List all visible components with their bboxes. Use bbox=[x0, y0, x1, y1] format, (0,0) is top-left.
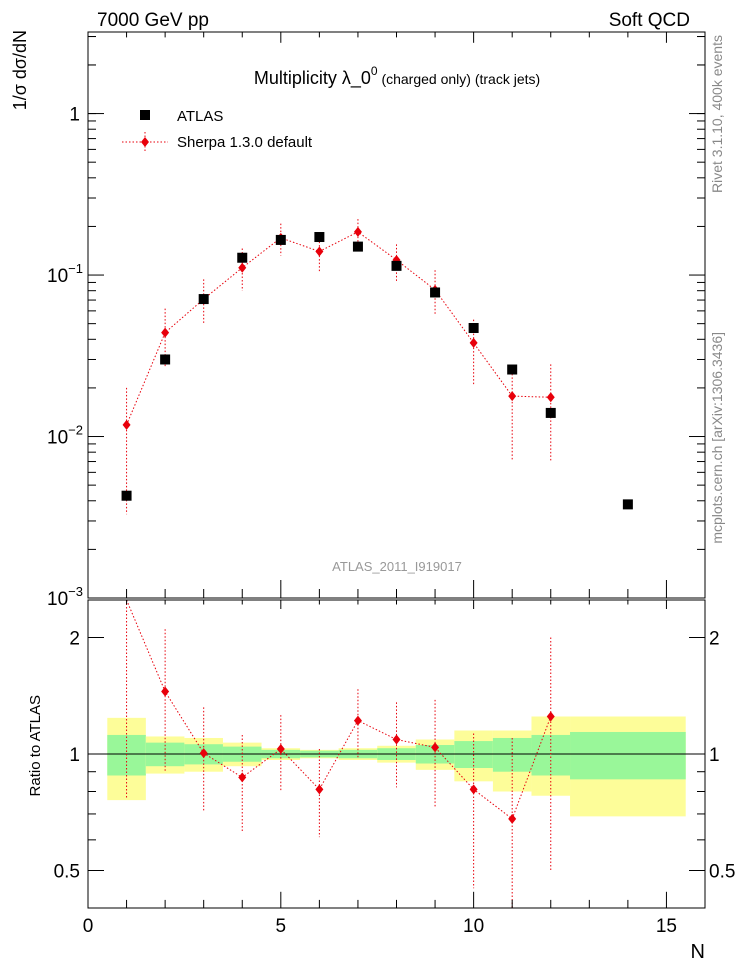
sherpa-ratio-point bbox=[161, 686, 170, 697]
sherpa-ratio-point bbox=[546, 711, 555, 722]
y-tick-base: 1 bbox=[69, 105, 80, 126]
y-tick-label: 10−3 bbox=[47, 584, 83, 610]
sherpa-ratio-point bbox=[469, 784, 478, 795]
atlas-series-main bbox=[121, 232, 633, 510]
y-tick-base: 10 bbox=[47, 266, 68, 287]
sherpa-ratio-point bbox=[238, 772, 247, 783]
atlas-point bbox=[198, 294, 209, 305]
y-tick-exp: −1 bbox=[68, 261, 83, 276]
legend-sherpa-label: Sherpa 1.3.0 default bbox=[177, 134, 313, 151]
sherpa-ratio-point bbox=[508, 813, 517, 824]
main-title: Multiplicity λ_00 (charged only) (track … bbox=[254, 64, 540, 89]
atlas-point bbox=[430, 287, 441, 298]
sherpa-point bbox=[508, 391, 517, 402]
header-left: 7000 GeV pp bbox=[97, 10, 209, 31]
side-label-top: Rivet 3.1.10, 400k events bbox=[709, 35, 725, 193]
x-tick-label: 0 bbox=[83, 916, 94, 937]
atlas-point bbox=[237, 252, 248, 263]
band-inner bbox=[531, 734, 571, 776]
sherpa-line bbox=[126, 231, 551, 426]
x-axis-label: N bbox=[691, 941, 705, 963]
y-tick-label: 10−2 bbox=[47, 423, 83, 449]
sherpa-point bbox=[238, 262, 247, 273]
legend-atlas-label: ATLAS bbox=[177, 108, 223, 125]
main-title-sub: (charged only) (track jets) bbox=[378, 71, 541, 87]
atlas-point bbox=[507, 364, 518, 375]
y-axis-label-ratio: Ratio to ATLAS bbox=[27, 695, 44, 796]
atlas-point bbox=[352, 241, 363, 252]
header-right: Soft QCD bbox=[609, 10, 690, 31]
main-title-sup: 0 bbox=[371, 64, 378, 78]
ratio-y-tick-label-right: 1 bbox=[709, 745, 720, 766]
sherpa-ratio-point bbox=[276, 744, 285, 755]
x-tick-label: 10 bbox=[463, 916, 484, 937]
atlas-point bbox=[314, 232, 325, 243]
y-tick-label: 1 bbox=[69, 105, 80, 126]
sherpa-point bbox=[122, 419, 131, 430]
x-tick-label: 15 bbox=[656, 916, 677, 937]
atlas-point bbox=[275, 234, 286, 245]
main-title-text: Multiplicity λ_0 bbox=[254, 68, 371, 89]
sherpa-point bbox=[161, 327, 170, 338]
y-tick-base: 10 bbox=[47, 428, 68, 449]
sherpa-series-ratio bbox=[126, 599, 555, 908]
ratio-y-tick-label-right: 0.5 bbox=[709, 861, 735, 882]
axes: 10−310−210−110 5 10 150.5 0.51 12 2 bbox=[47, 31, 735, 937]
sherpa-ratio-point bbox=[392, 734, 401, 745]
side-label-bottom: mcplots.cern.ch [arXiv:1306.3436] bbox=[709, 332, 725, 544]
atlas-point bbox=[622, 499, 633, 510]
watermark: ATLAS_2011_I919017 bbox=[332, 559, 462, 574]
sherpa-ratio-point bbox=[431, 742, 440, 753]
atlas-point bbox=[391, 260, 402, 271]
sherpa-point bbox=[469, 337, 478, 348]
y-tick-base: 10 bbox=[47, 589, 68, 610]
sherpa-series-main bbox=[122, 219, 555, 515]
sherpa-ratio-point bbox=[199, 748, 208, 759]
y-axis-label-main: 1/σ dσ/dN bbox=[10, 30, 30, 110]
y-tick-exp: −3 bbox=[68, 584, 83, 599]
legend: ATLAS Sherpa 1.3.0 default bbox=[122, 108, 313, 152]
ratio-y-tick-label-left: 2 bbox=[69, 629, 80, 650]
sherpa-point bbox=[546, 392, 555, 403]
atlas-point bbox=[121, 490, 132, 501]
sherpa-ratio-point bbox=[353, 715, 362, 726]
sherpa-point bbox=[353, 226, 362, 237]
ratio-y-tick-label-left: 0.5 bbox=[54, 861, 80, 882]
sherpa-ratio-point bbox=[315, 784, 324, 795]
sherpa-ratio-line bbox=[126, 599, 552, 820]
atlas-point bbox=[545, 407, 556, 418]
atlas-point bbox=[468, 322, 479, 333]
band-inner bbox=[570, 731, 686, 780]
legend-sherpa-marker bbox=[141, 137, 149, 147]
ratio-y-tick-label-left: 1 bbox=[69, 745, 80, 766]
y-tick-exp: −2 bbox=[68, 423, 83, 438]
sherpa-point bbox=[315, 246, 324, 257]
atlas-point bbox=[160, 354, 171, 365]
legend-atlas-marker bbox=[140, 110, 150, 120]
ratio-y-tick-label-right: 2 bbox=[709, 629, 720, 650]
y-tick-label: 10−1 bbox=[47, 261, 83, 287]
x-tick-label: 5 bbox=[276, 916, 287, 937]
